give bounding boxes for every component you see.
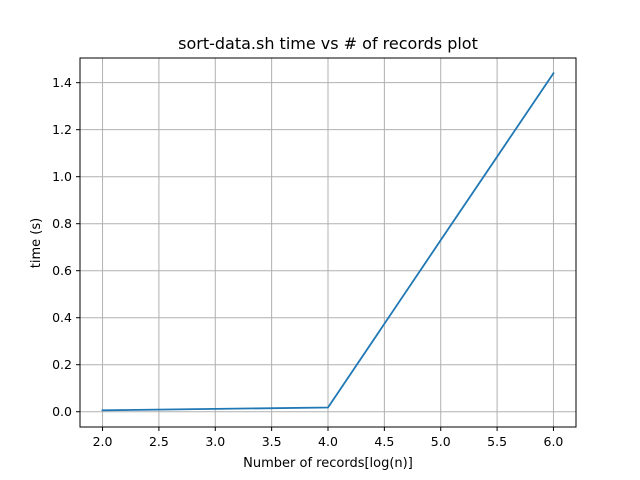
- grid-lines: [80, 58, 576, 427]
- x-tick-label: 5.0: [431, 434, 451, 449]
- y-tick-label: 0.2: [52, 357, 72, 372]
- x-axis-label: Number of records[log(n)]: [243, 456, 413, 471]
- x-tick-label: 3.0: [205, 434, 225, 449]
- x-tick-label: 4.0: [318, 434, 338, 449]
- series-layer: [101, 72, 555, 412]
- chart-title: sort-data.sh time vs # of records plot: [178, 34, 478, 53]
- y-tick-label: 0.0: [52, 404, 72, 419]
- y-tick-label: 0.6: [52, 263, 72, 278]
- y-tick-label: 0.4: [52, 310, 72, 325]
- y-tick-label: 1.4: [52, 75, 72, 90]
- x-tick-label: 2.5: [149, 434, 169, 449]
- x-tick-label: 3.5: [262, 434, 282, 449]
- x-tick-label: 5.5: [487, 434, 507, 449]
- y-axis-label: time (s): [29, 218, 44, 268]
- series-line: [101, 72, 555, 412]
- y-tick-label: 1.2: [52, 122, 72, 137]
- x-axis-ticks: 2.0 2.5 3.0 3.5 4.0 4.5 5.0 5.5 6.0: [93, 427, 564, 449]
- x-tick-label: 6.0: [544, 434, 564, 449]
- x-tick-label: 2.0: [93, 434, 113, 449]
- x-tick-label: 4.5: [374, 434, 394, 449]
- y-tick-label: 0.8: [52, 216, 72, 231]
- y-tick-label: 1.0: [52, 169, 72, 184]
- y-axis-ticks: 0.0 0.2 0.4 0.6 0.8 1.0 1.2 1.4: [52, 75, 80, 419]
